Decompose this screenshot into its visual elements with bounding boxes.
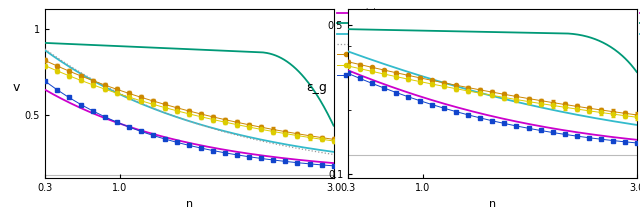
Legend: minimum ε_g, maximum ε_g, typical ε_g, random sampling, agnostic AL-AMP, informe: minimum ε_g, maximum ε_g, typical ε_g, r… <box>637 5 640 73</box>
Legend: minimum v, maximum v, typical v, volume halving, random sampling, agnostic AL-AM: minimum v, maximum v, typical v, volume … <box>333 5 432 83</box>
Y-axis label: ε_g: ε_g <box>306 81 327 94</box>
X-axis label: n: n <box>489 199 496 209</box>
Y-axis label: v: v <box>13 81 20 94</box>
X-axis label: n: n <box>186 199 193 209</box>
